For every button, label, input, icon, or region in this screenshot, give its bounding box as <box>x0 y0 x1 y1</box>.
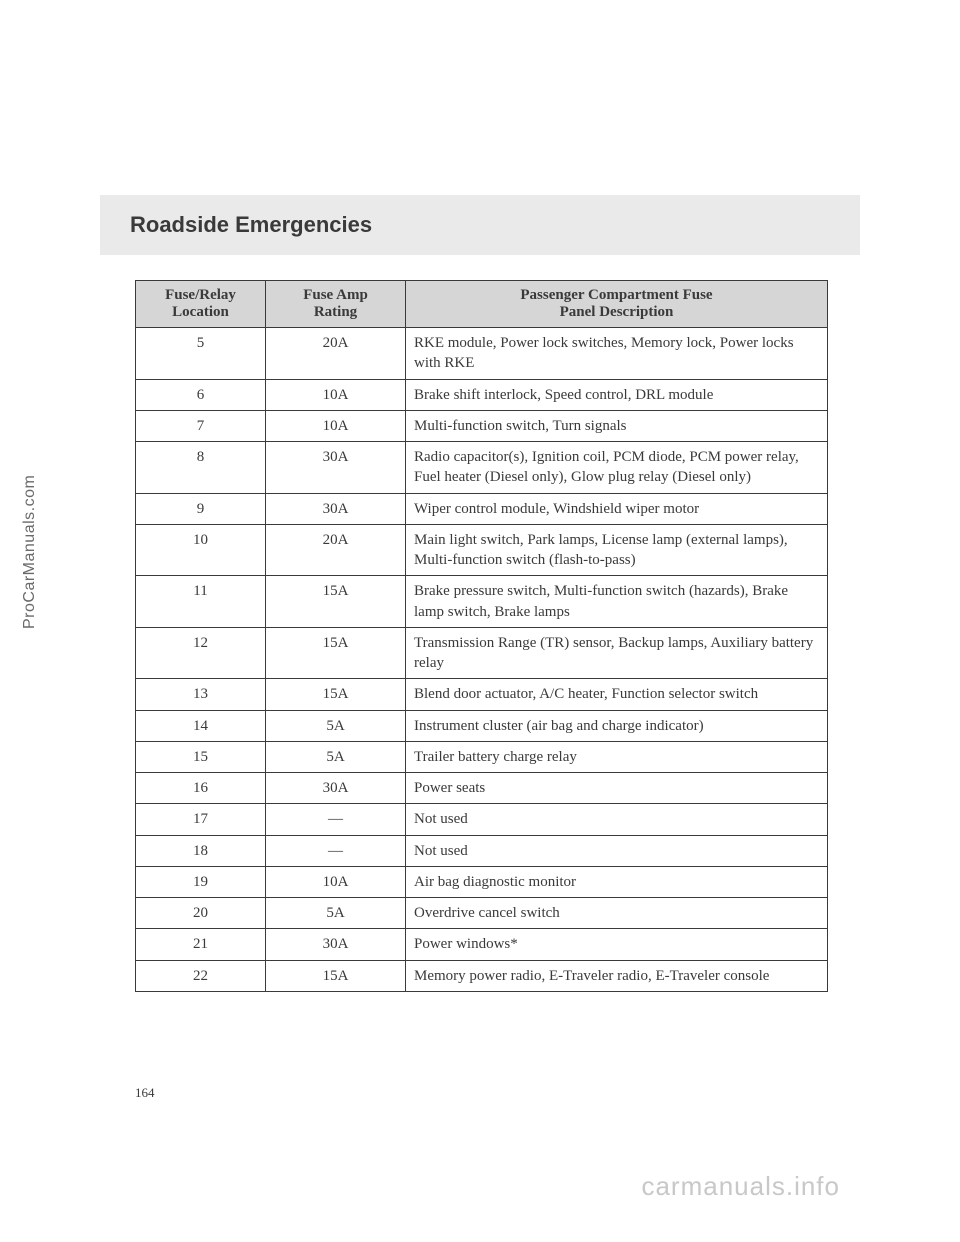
header-text: Fuse/Relay <box>165 287 236 303</box>
table-row: 2215AMemory power radio, E-Traveler radi… <box>136 960 828 991</box>
cell-location: 8 <box>136 442 266 494</box>
cell-amp: — <box>266 804 406 835</box>
cell-location: 7 <box>136 410 266 441</box>
cell-description: Blend door actuator, A/C heater, Functio… <box>406 679 828 710</box>
cell-location: 21 <box>136 929 266 960</box>
cell-description: Air bag diagnostic monitor <box>406 866 828 897</box>
table-row: 145AInstrument cluster (air bag and char… <box>136 710 828 741</box>
cell-location: 18 <box>136 835 266 866</box>
cell-location: 10 <box>136 524 266 576</box>
page-number: 164 <box>135 1085 155 1101</box>
table-header-row: Fuse/Relay Location Fuse Amp Rating Pass… <box>136 281 828 328</box>
cell-amp: — <box>266 835 406 866</box>
cell-location: 14 <box>136 710 266 741</box>
cell-location: 19 <box>136 866 266 897</box>
sidebar-source-text: ProCarManuals.com <box>21 475 39 629</box>
table-row: 1115ABrake pressure switch, Multi-functi… <box>136 576 828 628</box>
cell-amp: 30A <box>266 493 406 524</box>
header-text: Panel Description <box>560 304 674 320</box>
table-row: 520ARKE module, Power lock switches, Mem… <box>136 328 828 380</box>
table-row: 710AMulti-function switch, Turn signals <box>136 410 828 441</box>
header-fuse-amp: Fuse Amp Rating <box>266 281 406 328</box>
header-fuse-location: Fuse/Relay Location <box>136 281 266 328</box>
cell-amp: 30A <box>266 929 406 960</box>
table-row: 18—Not used <box>136 835 828 866</box>
cell-amp: 5A <box>266 898 406 929</box>
table-row: 205AOverdrive cancel switch <box>136 898 828 929</box>
cell-amp: 15A <box>266 679 406 710</box>
header-text: Location <box>172 304 229 320</box>
cell-description: Overdrive cancel switch <box>406 898 828 929</box>
section-title: Roadside Emergencies <box>130 212 372 238</box>
cell-description: Memory power radio, E-Traveler radio, E-… <box>406 960 828 991</box>
cell-description: Radio capacitor(s), Ignition coil, PCM d… <box>406 442 828 494</box>
cell-location: 22 <box>136 960 266 991</box>
header-text: Fuse Amp <box>303 287 368 303</box>
cell-description: Transmission Range (TR) sensor, Backup l… <box>406 627 828 679</box>
cell-description: Power windows* <box>406 929 828 960</box>
cell-description: Not used <box>406 835 828 866</box>
header-text: Passenger Compartment Fuse <box>520 287 712 303</box>
cell-location: 17 <box>136 804 266 835</box>
cell-description: Power seats <box>406 773 828 804</box>
cell-amp: 15A <box>266 627 406 679</box>
cell-location: 16 <box>136 773 266 804</box>
table-row: 155ATrailer battery charge relay <box>136 741 828 772</box>
table-row: 1020AMain light switch, Park lamps, Lice… <box>136 524 828 576</box>
table-row: 1630APower seats <box>136 773 828 804</box>
header-text: Rating <box>314 304 357 320</box>
cell-amp: 30A <box>266 773 406 804</box>
cell-description: Brake pressure switch, Multi-function sw… <box>406 576 828 628</box>
cell-description: Wiper control module, Windshield wiper m… <box>406 493 828 524</box>
cell-description: Instrument cluster (air bag and charge i… <box>406 710 828 741</box>
cell-description: RKE module, Power lock switches, Memory … <box>406 328 828 380</box>
cell-location: 15 <box>136 741 266 772</box>
cell-description: Not used <box>406 804 828 835</box>
cell-location: 9 <box>136 493 266 524</box>
cell-amp: 20A <box>266 524 406 576</box>
cell-location: 12 <box>136 627 266 679</box>
watermark-text: carmanuals.info <box>641 1171 840 1202</box>
table-row: 17—Not used <box>136 804 828 835</box>
table-row: 2130APower windows* <box>136 929 828 960</box>
cell-amp: 15A <box>266 576 406 628</box>
fuse-table: Fuse/Relay Location Fuse Amp Rating Pass… <box>135 280 828 992</box>
header-description: Passenger Compartment Fuse Panel Descrip… <box>406 281 828 328</box>
cell-location: 11 <box>136 576 266 628</box>
cell-description: Main light switch, Park lamps, License l… <box>406 524 828 576</box>
cell-description: Multi-function switch, Turn signals <box>406 410 828 441</box>
cell-amp: 5A <box>266 741 406 772</box>
table-row: 1910AAir bag diagnostic monitor <box>136 866 828 897</box>
cell-location: 20 <box>136 898 266 929</box>
cell-amp: 10A <box>266 410 406 441</box>
cell-amp: 5A <box>266 710 406 741</box>
cell-description: Brake shift interlock, Speed control, DR… <box>406 379 828 410</box>
table-row: 830ARadio capacitor(s), Ignition coil, P… <box>136 442 828 494</box>
cell-description: Trailer battery charge relay <box>406 741 828 772</box>
section-header-band: Roadside Emergencies <box>100 195 860 255</box>
table-row: 610ABrake shift interlock, Speed control… <box>136 379 828 410</box>
cell-location: 13 <box>136 679 266 710</box>
cell-location: 5 <box>136 328 266 380</box>
cell-amp: 30A <box>266 442 406 494</box>
cell-amp: 20A <box>266 328 406 380</box>
cell-amp: 10A <box>266 379 406 410</box>
table-row: 1215ATransmission Range (TR) sensor, Bac… <box>136 627 828 679</box>
table-row: 930AWiper control module, Windshield wip… <box>136 493 828 524</box>
table-body: 520ARKE module, Power lock switches, Mem… <box>136 328 828 992</box>
cell-location: 6 <box>136 379 266 410</box>
table-row: 1315ABlend door actuator, A/C heater, Fu… <box>136 679 828 710</box>
cell-amp: 10A <box>266 866 406 897</box>
cell-amp: 15A <box>266 960 406 991</box>
